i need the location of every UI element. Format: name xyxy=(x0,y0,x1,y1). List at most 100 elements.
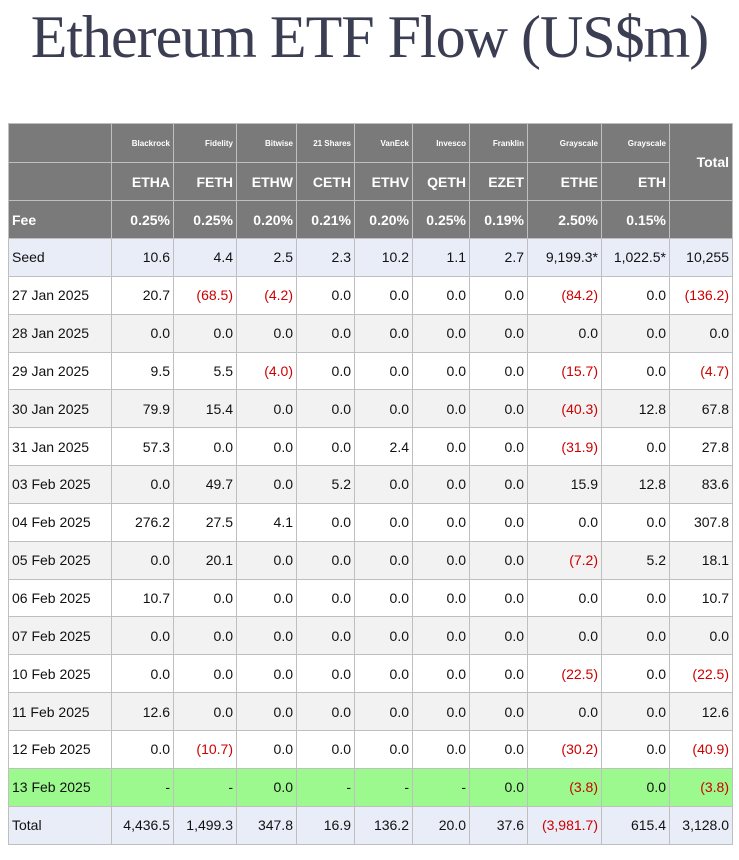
flow-cell: 9.5 xyxy=(111,351,174,391)
flow-cell: 0.0 xyxy=(296,616,355,656)
flow-cell: - xyxy=(354,767,413,807)
row-total-cell: 18.1 xyxy=(669,540,733,580)
total-column-header: Total xyxy=(669,123,733,201)
flow-cell: 37.6 xyxy=(469,805,528,845)
row-date: Seed xyxy=(8,238,112,277)
flow-cell: 0.0 xyxy=(412,692,470,731)
flow-cell: 0.0 xyxy=(527,313,602,353)
flow-cell: 12.8 xyxy=(601,389,670,429)
table-row: 31 Jan 2025 57.3 0.0 0.0 0.0 2.4 0.0 0.0 (31.9) 0… xyxy=(8,427,733,467)
flow-cell: 136.2 xyxy=(354,805,413,845)
flow-cell: 0.0 xyxy=(469,351,528,391)
flow-cell: 0.0 xyxy=(236,427,297,467)
row-date: Total xyxy=(8,805,112,845)
flow-cell: 0.0 xyxy=(354,351,413,391)
flow-cell: 27.5 xyxy=(173,502,237,542)
flow-cell: 0.0 xyxy=(412,465,470,504)
total-row: Total 4,436.5 1,499.3 347.8 16.9 136.2 20.0 37.… xyxy=(8,805,733,845)
flow-rows: Seed 10.6 4.4 2.5 2.3 10.2 1.1 2.7 9,199.3* 1,022… xyxy=(8,238,733,845)
row-date: 29 Jan 2025 xyxy=(8,351,112,391)
flow-cell: (4.0) xyxy=(236,351,297,391)
row-date: 30 Jan 2025 xyxy=(8,389,112,429)
flow-cell: 0.0 xyxy=(236,729,297,769)
flow-cell: 0.0 xyxy=(236,578,297,618)
flow-cell: 10.6 xyxy=(111,238,174,277)
flow-cell: 0.0 xyxy=(412,389,470,429)
fee-value: 0.20% xyxy=(236,200,297,239)
table-row: 28 Jan 2025 0.0 0.0 0.0 0.0 0.0 0.0 0.0 0.0 0.0 0.… xyxy=(8,313,733,353)
flow-cell: (22.5) xyxy=(527,654,602,694)
flow-cell: 0.0 xyxy=(296,351,355,391)
fee-value: 0.21% xyxy=(296,200,355,239)
flow-cell: - xyxy=(296,767,355,807)
flow-cell: 0.0 xyxy=(469,313,528,353)
issuer-header: Grayscale xyxy=(527,123,602,163)
flow-cell: 0.0 xyxy=(469,275,528,315)
issuer-header-row: Blackrock Fidelity Bitwise 21 Shares Van… xyxy=(8,123,733,201)
table-row: 06 Feb 2025 10.7 0.0 0.0 0.0 0.0 0.0 0.0 0.0 0.0 1… xyxy=(8,578,733,618)
issuer-header: Fidelity xyxy=(173,123,237,163)
flow-cell: 0.0 xyxy=(354,465,413,504)
flow-cell: 0.0 xyxy=(469,389,528,429)
flow-cell: 0.0 xyxy=(412,502,470,542)
flow-cell: 0.0 xyxy=(296,275,355,315)
flow-cell: 0.0 xyxy=(601,351,670,391)
flow-cell: 0.0 xyxy=(236,767,297,807)
flow-cell: 0.0 xyxy=(111,654,174,694)
flow-cell: 2.4 xyxy=(354,427,413,467)
flow-cell: - xyxy=(173,767,237,807)
flow-cell: 0.0 xyxy=(296,540,355,580)
flow-cell: 0.0 xyxy=(412,578,470,618)
flow-cell: 0.0 xyxy=(527,578,602,618)
row-total-cell: (136.2) xyxy=(669,275,733,315)
flow-cell: 0.0 xyxy=(412,351,470,391)
flow-cell: 0.0 xyxy=(173,616,237,656)
row-total-cell: 12.6 xyxy=(669,692,733,731)
flow-cell: 0.0 xyxy=(296,578,355,618)
row-total-cell: (22.5) xyxy=(669,654,733,694)
flow-cell: 0.0 xyxy=(354,313,413,353)
flow-cell: 0.0 xyxy=(354,729,413,769)
flow-cell: 79.9 xyxy=(111,389,174,429)
flow-cell: 0.0 xyxy=(354,502,413,542)
flow-cell: 0.0 xyxy=(111,540,174,580)
table-row: 07 Feb 2025 0.0 0.0 0.0 0.0 0.0 0.0 0.0 0.0 0.0 0.… xyxy=(8,616,733,656)
row-total-cell: 83.6 xyxy=(669,465,733,504)
row-date: 06 Feb 2025 xyxy=(8,578,112,618)
issuer-header: 21 Shares xyxy=(296,123,355,163)
flow-cell: 0.0 xyxy=(111,616,174,656)
row-total-cell: (4.7) xyxy=(669,351,733,391)
flow-cell: 0.0 xyxy=(296,427,355,467)
flow-cell: 0.0 xyxy=(354,389,413,429)
flow-cell: 0.0 xyxy=(236,389,297,429)
page-title: Ethereum ETF Flow (US$m) xyxy=(30,4,710,70)
row-date: 28 Jan 2025 xyxy=(8,313,112,353)
row-date: 04 Feb 2025 xyxy=(8,502,112,542)
flow-cell: 0.0 xyxy=(236,465,297,504)
fee-value: 0.25% xyxy=(412,200,470,239)
fee-value: 0.25% xyxy=(173,200,237,239)
flow-cell: 0.0 xyxy=(527,502,602,542)
flow-cell: (40.3) xyxy=(527,389,602,429)
flow-cell: 0.0 xyxy=(469,692,528,731)
flow-cell: 12.8 xyxy=(601,465,670,504)
flow-cell: 0.0 xyxy=(173,654,237,694)
flow-cell: 5.2 xyxy=(296,465,355,504)
flow-cell: 0.0 xyxy=(236,616,297,656)
flow-cell: 5.2 xyxy=(601,540,670,580)
row-date: 05 Feb 2025 xyxy=(8,540,112,580)
flow-cell: 0.0 xyxy=(601,578,670,618)
flow-cell: (30.2) xyxy=(527,729,602,769)
row-date: 27 Jan 2025 xyxy=(8,275,112,315)
flow-cell: 0.0 xyxy=(412,729,470,769)
flow-cell: 0.0 xyxy=(412,654,470,694)
flow-cell: 0.0 xyxy=(601,654,670,694)
flow-cell: 0.0 xyxy=(469,767,528,807)
flow-cell: 0.0 xyxy=(354,540,413,580)
flow-cell: 0.0 xyxy=(296,729,355,769)
flow-cell: 5.5 xyxy=(173,351,237,391)
ticker-header: EZET xyxy=(469,162,528,201)
flow-cell: 1,499.3 xyxy=(173,805,237,845)
row-date: 31 Jan 2025 xyxy=(8,427,112,467)
flow-cell: (7.2) xyxy=(527,540,602,580)
